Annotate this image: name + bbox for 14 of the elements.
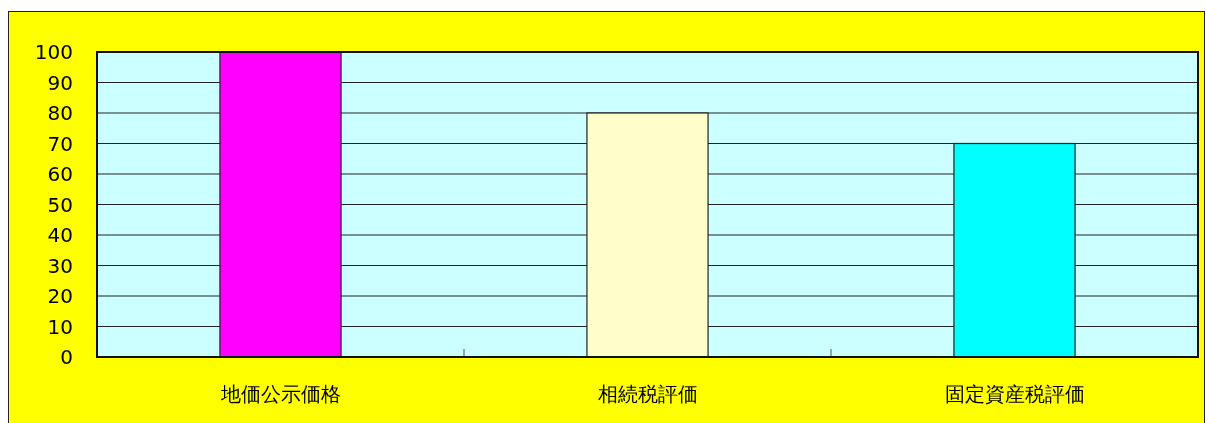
y-tick-label: 0 <box>60 345 73 369</box>
y-tick-label: 60 <box>47 162 73 186</box>
y-tick-label: 10 <box>47 314 73 339</box>
y-tick-label: 20 <box>47 284 73 308</box>
y-tick-label: 100 <box>34 40 73 64</box>
y-tick-label: 50 <box>47 192 73 217</box>
y-tick-label: 40 <box>47 223 73 247</box>
x-tick-label: 固定資産税評価 <box>944 382 1085 406</box>
y-tick-label: 30 <box>47 253 73 278</box>
y-tick-label: 90 <box>47 70 73 95</box>
x-tick-label: 相続税評価 <box>597 382 698 406</box>
y-tick-label: 70 <box>47 131 73 156</box>
x-tick-label: 地価公示価格 <box>219 382 341 406</box>
y-tick-label: 80 <box>47 101 73 125</box>
